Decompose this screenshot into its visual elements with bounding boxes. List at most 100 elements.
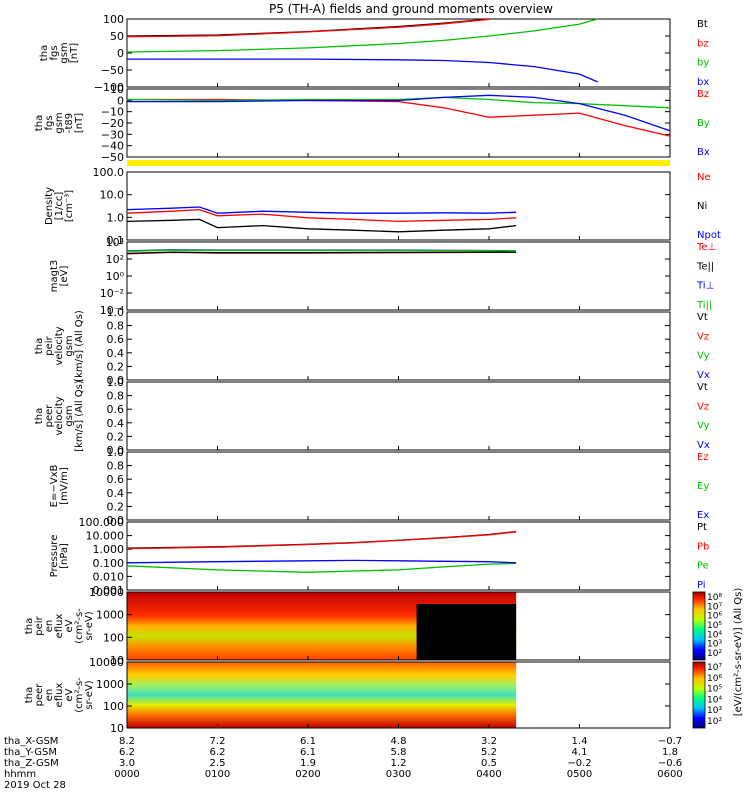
y-tick-label: 0.8 (107, 460, 125, 473)
y-axis-label: (cm²-s- (74, 608, 85, 644)
footer-value-y: 6.2 (119, 747, 135, 758)
footer-value-t: 0400 (476, 769, 501, 780)
y-tick-label: −40 (101, 140, 124, 153)
y-tick-label: 0.0 (107, 444, 125, 457)
colorbar-tick-label: 10⁶ (707, 612, 722, 622)
legend-entry: Vy (697, 351, 710, 362)
footer-value-t: 0500 (567, 769, 592, 780)
y-axis-label: en (44, 689, 55, 702)
y-axis-label: [nT] (74, 113, 85, 133)
y-axis-label: tha (34, 408, 45, 424)
y-tick-label: 0.8 (107, 390, 125, 403)
y-tick-label: 0.4 (107, 347, 125, 360)
y-tick-label: −50 (101, 151, 124, 164)
footer-value-z: 2.5 (210, 758, 226, 769)
legend-entry: Bx (697, 147, 710, 158)
y-axis-label: gsm (64, 405, 75, 426)
panel-fgs-gsm: 100 50 0 −50 −100 tha fgs gsm [nT] Bt bz by bx (39, 13, 709, 94)
colorbar (692, 591, 706, 661)
y-tick-label: 1000 (96, 678, 124, 691)
footer-value-x: 6.1 (300, 736, 316, 747)
y-tick-label: 0.0 (107, 514, 125, 527)
plot-title: P5 (TH-A) fields and ground moments over… (269, 2, 553, 16)
y-tick-label: 10⁻² (100, 287, 124, 300)
y-tick-label: 0.100 (93, 557, 125, 570)
y-tick-label: 10 (110, 83, 124, 96)
series-line-by (126, 18, 598, 53)
y-axis-label: en (44, 620, 55, 633)
y-tick-label: 0.2 (107, 430, 125, 443)
footer-row-label: tha_Z-GSM (4, 758, 59, 769)
y-tick-label: 0.2 (107, 500, 125, 513)
y-axis-label: [eV] (59, 266, 70, 287)
legend-entry: Te⊥ (696, 242, 716, 253)
y-axis-label: fgs (49, 45, 60, 60)
y-tick-label: 10.000 (86, 530, 125, 543)
y-axis-label: sr-eV) (84, 611, 95, 640)
legend-entry: Ti|| (696, 300, 712, 311)
y-tick-label: 100.0 (93, 166, 125, 179)
y-axis-label: velocity (54, 326, 65, 365)
legend-entry: Te|| (696, 261, 714, 272)
y-axis-label: tha (34, 338, 45, 354)
series-line-Ni (126, 218, 517, 233)
panel-fgs-dsl: 100−10−20−30−40−50 tha fgs gsm -t89 [nT] Bz By B… (34, 83, 710, 164)
y-axis-label: peer (34, 683, 45, 707)
panel-temperature: 10⁴ 10² 10⁰ 10⁻² 10⁻⁴ magt3 [eV] Te⊥ Te|| Ti⊥ Ti|| (49, 236, 716, 317)
legend-entry: Pb (697, 541, 709, 552)
y-tick-label: 0.010 (93, 570, 125, 583)
legend-entry: Vx (697, 440, 710, 451)
colorbar-tick-label: 10⁸ (707, 593, 722, 603)
footer-value-z: −0.6 (658, 758, 682, 769)
y-axis-label: tha (24, 618, 35, 634)
y-tick-label: 1.0 (107, 376, 125, 389)
y-axis-label: eV (64, 619, 75, 632)
colorbar-tick-label: 10² (707, 717, 722, 727)
footer-value-z: 0.5 (481, 758, 497, 769)
footer-value-t: 0200 (295, 769, 320, 780)
legend-entry: by (697, 58, 709, 69)
footer-value-z: 1.9 (300, 758, 316, 769)
y-axis-label: eflux (54, 614, 65, 639)
y-axis-label: gsm (64, 335, 75, 356)
footer-row-label: tha_Y-GSM (4, 747, 57, 758)
y-tick-label: −10 (101, 106, 124, 119)
y-axis-label: E=−VxB (49, 465, 60, 508)
y-tick-label: 0 (117, 94, 124, 107)
footer-value-x: −0.7 (658, 736, 682, 747)
y-tick-label: 1.0 (107, 211, 125, 224)
y-axis-label: [cm⁻³] (64, 190, 75, 222)
y-tick-label: 0.001 (93, 584, 125, 597)
y-tick-label: 10.0 (100, 189, 125, 202)
y-axis-label: [nPa] (59, 543, 70, 569)
y-tick-label: 100 (103, 700, 124, 713)
series-line-bx (127, 58, 598, 83)
footer-value-x: 3.2 (481, 736, 497, 747)
legend-entry: Pt (697, 522, 707, 533)
footer-value-y: 5.8 (391, 747, 407, 758)
colorbar (692, 661, 706, 729)
colorbar-tick-label: 10⁴ (707, 695, 722, 705)
footer-value-y: 1.8 (662, 747, 678, 758)
series-line-By (126, 96, 671, 109)
spectrogram-image (127, 662, 517, 728)
y-axis-label: peer (44, 404, 55, 428)
legend-entry: Vt (697, 312, 708, 323)
legend-entry: Pi (697, 580, 706, 591)
y-tick-label: 10⁻⁴ (100, 304, 125, 317)
legend-entry: Vx (697, 370, 710, 381)
legend-entry: Ey (697, 481, 709, 492)
series-line-Npot (126, 206, 517, 214)
y-axis-label: -t89 (64, 113, 75, 133)
footer-row-label: tha_X-GSM (4, 736, 58, 747)
y-axis-label: [nT] (69, 43, 80, 63)
colorbar-unit-label: [eV/(cm²-s-sr-eV)] (All Qs) (733, 588, 744, 717)
footer-value-y: 4.1 (572, 747, 588, 758)
y-axis-label: [km/s] (All Qs) (74, 380, 85, 452)
y-tick-label: 0.8 (107, 320, 125, 333)
footer-value-z: −0.2 (567, 758, 591, 769)
y-tick-label: −50 (101, 64, 124, 77)
panel-frame (126, 521, 671, 591)
